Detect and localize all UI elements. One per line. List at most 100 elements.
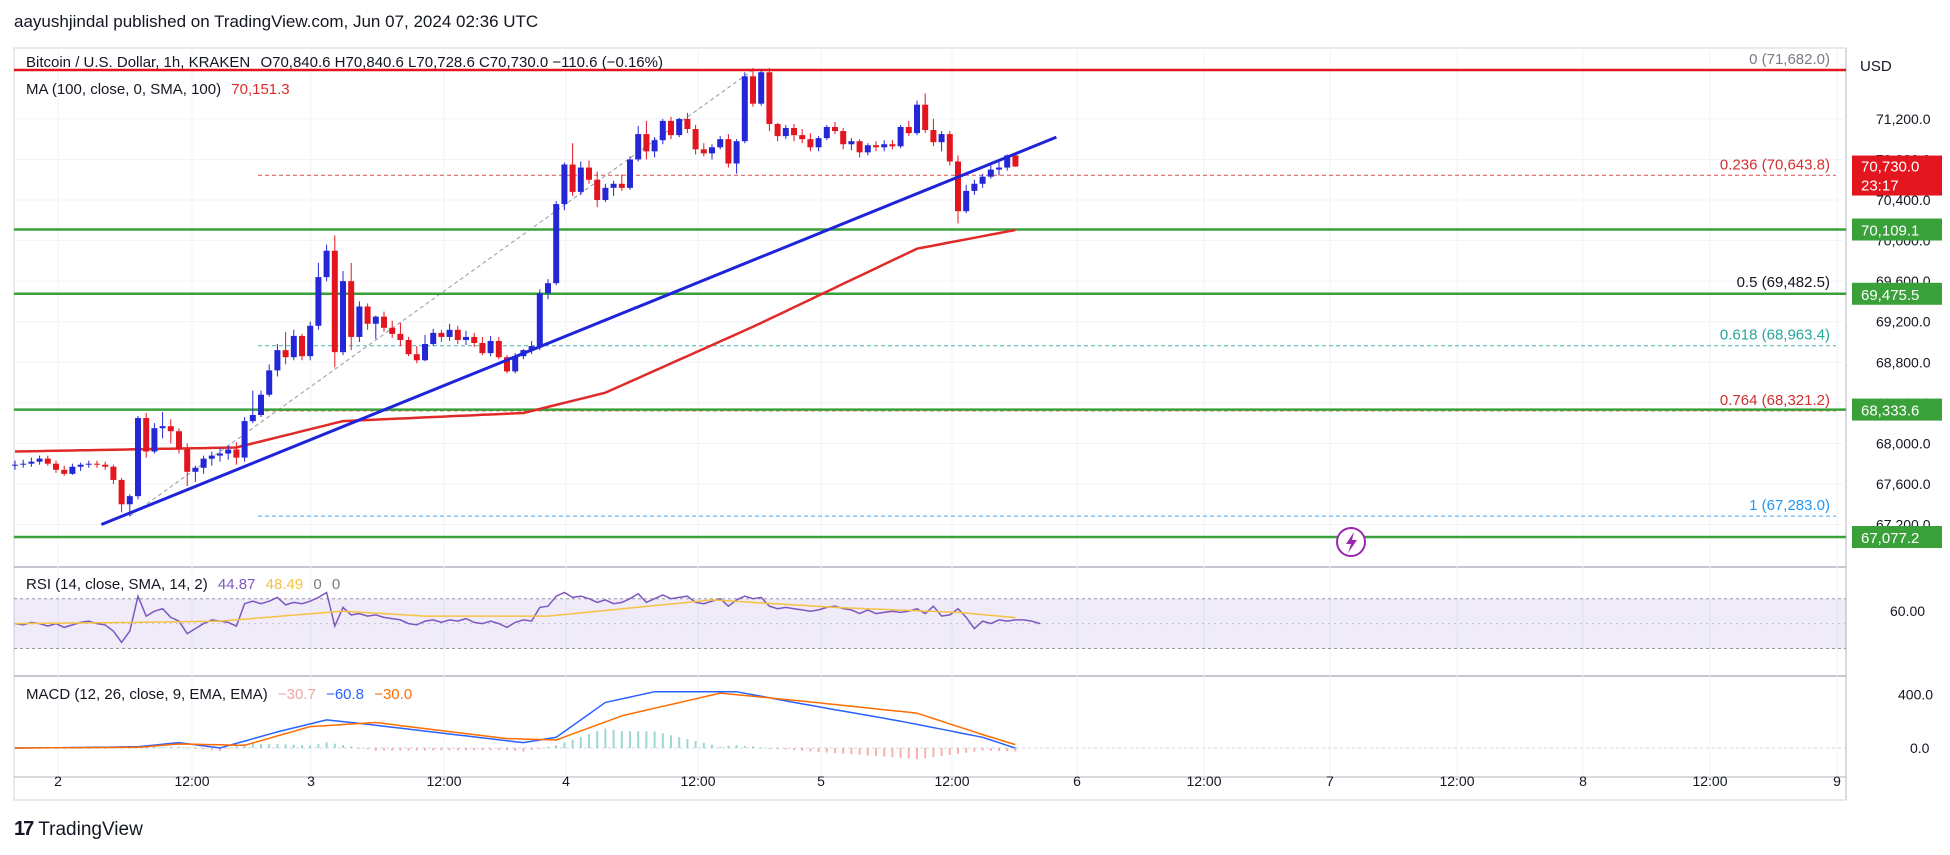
candle-body: [881, 144, 888, 148]
rsi-legend[interactable]: RSI (14, close, SMA, 14, 2) 44.87 48.49 …: [26, 576, 340, 593]
macd-histogram-bar: [227, 748, 230, 749]
candle-body: [20, 463, 27, 465]
macd-histogram-bar: [555, 745, 558, 748]
candle-body: [651, 140, 658, 152]
macd-legend[interactable]: MACD (12, 26, close, 9, EMA, EMA) −30.7 …: [26, 686, 412, 703]
level-badge[interactable]: [1852, 526, 1942, 548]
candle: [569, 143, 576, 196]
macd-histogram-bar: [333, 743, 336, 748]
candle-body: [799, 135, 806, 140]
candle: [873, 141, 879, 152]
candle-body: [504, 357, 510, 372]
tradingview-brand[interactable]: 17 TradingView: [14, 818, 143, 841]
candle: [118, 477, 125, 513]
macd-histogram-bar: [850, 748, 853, 755]
macd-histogram-bar: [932, 748, 935, 758]
candle: [356, 301, 363, 342]
macd-histogram-bar: [194, 748, 197, 749]
ascending-trendline[interactable]: [100, 135, 1057, 526]
candle: [545, 279, 551, 300]
candle: [774, 122, 781, 142]
macd-tick-label: 400.0: [1898, 686, 1933, 702]
candle-body: [85, 463, 92, 465]
price-axis[interactable]: 71,200.070,800.070,400.070,000.069,600.0…: [1852, 111, 1942, 756]
macd-histogram-bar: [612, 729, 615, 748]
candle-body: [725, 139, 732, 164]
candle-body: [36, 458, 43, 462]
candle-body: [659, 120, 666, 141]
candle-body: [741, 76, 748, 142]
fibonacci-retracement[interactable]: 0 (71,682.0) 0.236 (70,643.8) 0.5 (69,482.…: [129, 51, 1836, 517]
ohlc-values: O70,840.6 H70,840.6 L70,728.6 C70,730.0 …: [260, 54, 663, 71]
time-tick-label: 12:00: [1692, 773, 1727, 789]
candle-body: [430, 332, 437, 345]
candle: [594, 171, 601, 208]
candle: [348, 262, 355, 351]
candle-body: [12, 464, 18, 466]
candle-body: [454, 329, 461, 340]
candle: [1012, 155, 1019, 167]
macd-histogram-bar: [661, 733, 664, 748]
lightning-alert-icon[interactable]: [1336, 527, 1366, 557]
candle: [979, 173, 986, 188]
macd-histogram-bar: [948, 748, 951, 755]
candle: [290, 329, 297, 361]
support-resistance-lines[interactable]: [14, 68, 1846, 539]
macd-histogram-bar: [957, 748, 959, 754]
candle-body: [668, 120, 674, 136]
macd-histogram-bar: [358, 747, 361, 749]
candle: [36, 455, 43, 465]
candle: [217, 447, 223, 462]
chart-frame: [13, 47, 1847, 801]
candle: [676, 117, 683, 138]
time-tick-label: 12:00: [174, 773, 209, 789]
candle: [815, 136, 822, 152]
candle: [241, 417, 248, 462]
candle-body: [602, 187, 609, 201]
macd-histogram-bar: [924, 748, 927, 759]
candle: [668, 116, 674, 140]
candle: [832, 121, 838, 135]
candle: [922, 93, 929, 134]
level-badge[interactable]: [1852, 398, 1942, 421]
candle-body: [733, 141, 740, 164]
candle: [454, 325, 461, 345]
macd-histogram-bar: [752, 746, 754, 748]
level-badge[interactable]: [1852, 218, 1942, 241]
candle: [405, 336, 412, 357]
trendline[interactable]: [100, 135, 1057, 526]
candle: [635, 125, 642, 162]
currency-label[interactable]: USD: [1860, 58, 1892, 75]
time-tick-label: 9: [1833, 773, 1841, 789]
ma-legend[interactable]: MA (100, close, 0, SMA, 100) 70,151.3: [26, 81, 290, 98]
candle: [249, 390, 256, 424]
level-badge[interactable]: [1852, 282, 1942, 305]
macd-histogram-bar: [276, 743, 279, 748]
candle: [315, 262, 322, 330]
candle-body: [856, 141, 863, 153]
symbol-legend[interactable]: Bitcoin / U.S. Dollar, 1h, KRAKEN O70,84…: [26, 54, 663, 71]
fib-label-0.764: 0.764 (68,321.2): [1720, 392, 1830, 409]
candle-body: [159, 426, 166, 429]
candle-body: [389, 327, 396, 334]
macd-histogram-bar: [268, 743, 271, 748]
macd-histogram-bar: [981, 748, 984, 751]
candle-body: [217, 453, 223, 456]
candle-body: [1004, 155, 1011, 168]
time-axis[interactable]: 2 12:00 3 12:00 4 12:00 5 12:00 6 12:00 7 12:00 8 12:…: [54, 773, 1841, 789]
macd-histogram-bar: [858, 748, 861, 755]
macd-histogram-bar: [407, 748, 410, 751]
candle: [741, 72, 748, 144]
macd-histogram-bar: [145, 747, 148, 749]
candle: [618, 174, 625, 191]
candle: [61, 465, 68, 476]
candle: [864, 143, 871, 156]
candle-body: [143, 418, 150, 452]
macd-histogram-bar: [235, 746, 238, 748]
candle-body: [126, 496, 133, 505]
ma-value: 70,151.3: [231, 81, 290, 98]
macd-line-value: −60.8: [326, 686, 365, 703]
current-price-badge[interactable]: [1852, 155, 1942, 196]
symbol-title[interactable]: Bitcoin / U.S. Dollar, 1h, KRAKEN: [26, 54, 251, 71]
